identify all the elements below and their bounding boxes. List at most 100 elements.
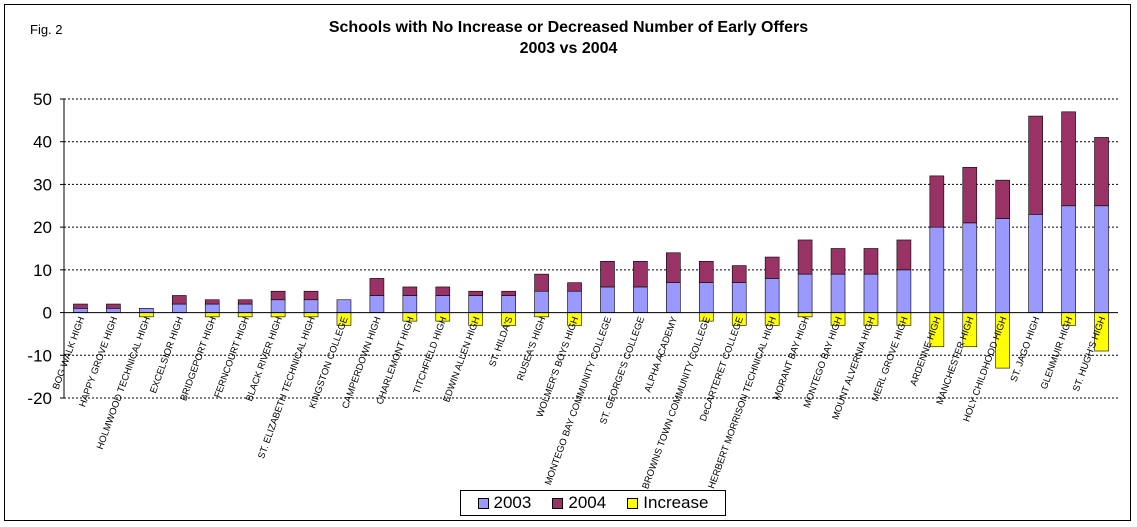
bar-2004 bbox=[896, 239, 912, 271]
bar-2003 bbox=[402, 295, 418, 313]
legend-label-increase: Increase bbox=[643, 493, 709, 512]
chart-title: Schools with No Increase or Decreased Nu… bbox=[328, 19, 809, 36]
bar-2004 bbox=[633, 261, 648, 288]
bar-2004 bbox=[501, 290, 516, 296]
y-tick-label: 10 bbox=[33, 261, 52, 280]
y-tick-label: -10 bbox=[27, 346, 52, 365]
bar-2003 bbox=[764, 278, 780, 313]
bar-2004 bbox=[435, 286, 451, 296]
y-tick-label: 0 bbox=[43, 304, 52, 323]
bar-2003 bbox=[698, 282, 714, 313]
bar-2003 bbox=[237, 303, 253, 313]
bar-2003 bbox=[830, 273, 846, 313]
bar-2004 bbox=[929, 175, 945, 228]
y-tick-label: -20 bbox=[27, 389, 52, 408]
bar-2003 bbox=[534, 290, 549, 313]
y-tick-label: 50 bbox=[33, 90, 52, 109]
bar-2003 bbox=[369, 295, 385, 313]
bar-2003 bbox=[204, 303, 220, 313]
bar-2003 bbox=[962, 222, 978, 313]
legend-item-2003: 2003 bbox=[477, 493, 532, 513]
bar-2003 bbox=[995, 218, 1011, 313]
x-tick-label: BROWNS TOWN COMMUNITY COLLEGE bbox=[640, 315, 713, 490]
bar-2004 bbox=[270, 290, 286, 301]
bar-2004 bbox=[797, 239, 813, 275]
legend-item-2004: 2004 bbox=[552, 493, 606, 513]
x-tick-label: ARDENNE HIGH bbox=[908, 315, 943, 387]
bar-2003 bbox=[1028, 214, 1043, 313]
legend-swatch-increase bbox=[627, 497, 639, 509]
bar-2004 bbox=[830, 248, 846, 275]
figure-label: Fig. 2 bbox=[30, 22, 63, 37]
bar-2004 bbox=[402, 286, 418, 296]
bar-2004 bbox=[731, 265, 747, 283]
y-tick-label: 20 bbox=[33, 218, 52, 237]
legend-label-2003: 2003 bbox=[493, 493, 532, 512]
chart-legend: 2003 2004 Increase bbox=[460, 490, 726, 516]
bar-2004 bbox=[666, 252, 681, 283]
legend-item-increase: Increase bbox=[627, 493, 708, 513]
bar-2004 bbox=[995, 179, 1011, 219]
bar-2004 bbox=[369, 278, 385, 296]
bar-2004 bbox=[567, 282, 582, 292]
bar-2004 bbox=[237, 299, 253, 305]
bar-2003 bbox=[435, 295, 451, 313]
x-tick-label: ST. HILDA'S bbox=[487, 315, 515, 368]
x-tick-label: HERBERT MORRISON TECHNICAL HIGH bbox=[706, 315, 779, 490]
bar-2003 bbox=[896, 269, 912, 313]
bar-2004 bbox=[698, 261, 714, 283]
bar-2004 bbox=[1061, 111, 1076, 207]
bar-2004 bbox=[600, 261, 615, 288]
bar-2004 bbox=[468, 290, 484, 296]
x-tick-label: ST. HUGH'S HIGH bbox=[1071, 315, 1108, 393]
bar-2003 bbox=[633, 286, 648, 313]
bar-2003 bbox=[106, 307, 121, 313]
bar-2003 bbox=[139, 307, 154, 313]
x-tick-label: CHARLEMONT HIGH bbox=[375, 315, 417, 406]
y-tick-label: 30 bbox=[33, 175, 52, 194]
bar-2003 bbox=[171, 303, 187, 313]
bar-2003 bbox=[1094, 205, 1109, 313]
bar-2003 bbox=[567, 290, 582, 313]
bar-2004 bbox=[962, 167, 978, 224]
bar-2003 bbox=[666, 282, 681, 313]
bar-2004 bbox=[863, 248, 879, 275]
bar-2004 bbox=[73, 303, 88, 309]
bar-2004 bbox=[1028, 115, 1043, 215]
x-tick-label: BOG WALK HIGH bbox=[51, 315, 88, 391]
bar-2003 bbox=[863, 273, 879, 313]
bar-2003 bbox=[303, 299, 319, 313]
bar-2004 bbox=[171, 295, 187, 305]
x-tick-label: RUSEA'S HIGH bbox=[515, 315, 548, 382]
bar-2003 bbox=[501, 295, 516, 313]
bar-2003 bbox=[600, 286, 615, 313]
x-tick-label: FERNCOURT HIGH bbox=[212, 315, 252, 399]
bar-2004 bbox=[534, 273, 549, 292]
bar-2004 bbox=[204, 299, 220, 305]
x-tick-label: BRIDGEPORT HIGH bbox=[178, 315, 219, 402]
bar-2003 bbox=[1061, 205, 1076, 313]
legend-swatch-2003 bbox=[477, 497, 489, 509]
legend-label-2004: 2004 bbox=[568, 493, 607, 512]
bar-2003 bbox=[270, 299, 286, 313]
legend-swatch-2004 bbox=[552, 497, 564, 509]
bar-2004 bbox=[764, 256, 780, 279]
x-tick-label: MORANT BAY HIGH bbox=[771, 315, 812, 402]
x-tick-label: GLENMUIR HIGH bbox=[1039, 315, 1076, 391]
bar-2004 bbox=[303, 290, 319, 301]
x-tick-label: BLACK RIVER HIGH bbox=[244, 315, 285, 403]
chart-subtitle: 2003 vs 2004 bbox=[519, 40, 618, 57]
x-tick-label: EDWIN ALLEN HIGH bbox=[441, 315, 482, 404]
bar-2003 bbox=[731, 282, 747, 313]
bar-2003 bbox=[797, 273, 813, 313]
bar-2004 bbox=[106, 303, 121, 309]
bar-2003 bbox=[73, 307, 88, 313]
y-tick-label: 40 bbox=[33, 133, 52, 152]
x-tick-label: MONTEGO BAY COMMUNITY COLLEGE bbox=[543, 315, 614, 486]
bar-2003 bbox=[468, 295, 484, 313]
x-tick-label: ST. JAGO HIGH bbox=[1009, 315, 1043, 383]
bar-2004 bbox=[1094, 137, 1109, 207]
x-tick-label: ST. ELIZABETH TECHNICAL HIGH bbox=[256, 315, 318, 460]
bar-2003 bbox=[929, 226, 945, 313]
